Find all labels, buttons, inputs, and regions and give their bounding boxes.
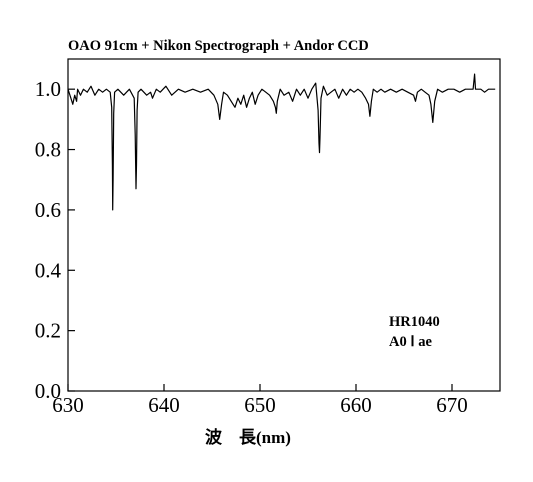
chart-title: OAO 91cm + Nikon Spectrograph + Andor CC… (68, 38, 369, 54)
series-layer (67, 73, 496, 211)
x-tick-label: 660 (340, 393, 372, 417)
y-tick-label: 0.6 (35, 198, 61, 222)
x-axis: 630 640 650 660 670 (52, 384, 468, 417)
x-axis-label: 波 長(nm) (205, 427, 291, 447)
spectrum-line (67, 73, 496, 211)
y-tick-label: 0.8 (35, 138, 61, 162)
y-tick-label: 0.4 (35, 258, 62, 282)
annotation-star-name: HR1040 (389, 314, 440, 330)
y-axis: 0.0 0.2 0.4 0.6 0.8 1.0 (35, 77, 75, 403)
plot-frame (67, 58, 501, 392)
x-tick-label: 650 (244, 393, 276, 417)
y-tick-label: 0.0 (35, 379, 61, 403)
x-tick-label: 630 (52, 393, 84, 417)
x-tick-label: 670 (436, 393, 468, 417)
x-tick-label: 640 (148, 393, 180, 417)
y-tick-label: 1.0 (35, 77, 61, 101)
annotation-spectral-type: A0 Ⅰ ae (389, 334, 432, 350)
y-tick-label: 0.2 (35, 319, 61, 343)
